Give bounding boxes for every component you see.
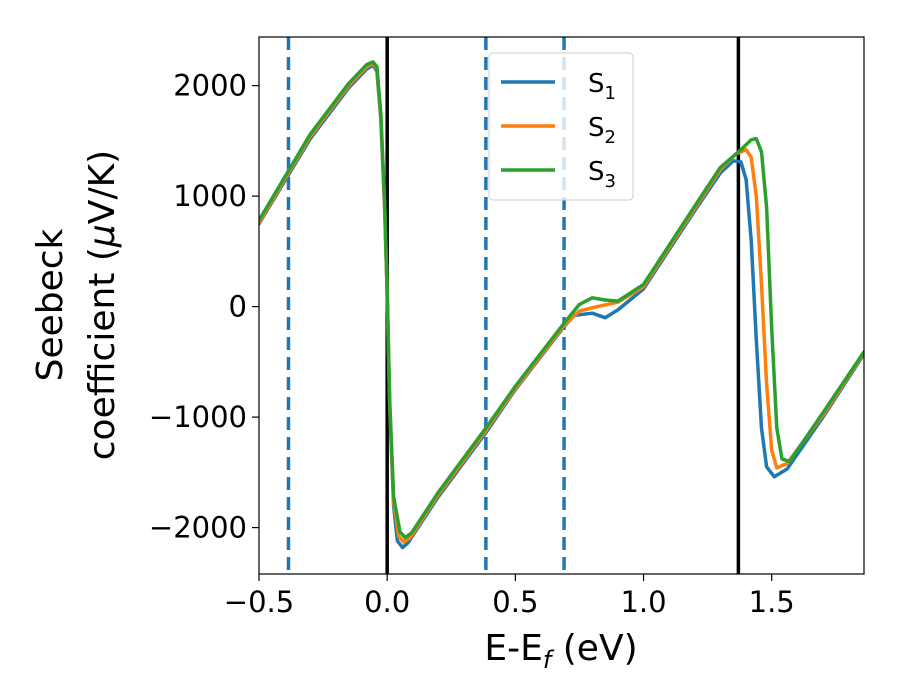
y-tick-label-0: 2000 [173, 69, 247, 103]
legend-label-1: S1 [588, 69, 616, 104]
x-axis-title: E-Ef (eV) [484, 628, 637, 674]
legend: S1 S2 S3 [488, 52, 634, 201]
legend-box [488, 52, 634, 201]
legend-label-3: S3 [588, 157, 616, 192]
series-line-3 [259, 60, 864, 540]
y-axis-title-line2: coefficient (μV/K) [82, 150, 123, 460]
x-tick-label-2: 0.5 [492, 585, 538, 619]
legend-label-2: S2 [588, 113, 616, 148]
y-tick-label-2: 0 [229, 290, 247, 324]
y-tick-label-4: −2000 [149, 511, 247, 545]
y-axis-ticks: 2000 1000 0 −1000 −2000 [149, 69, 259, 545]
x-tick-label-0: −0.5 [224, 585, 294, 619]
x-tick-label-1: 0.0 [364, 585, 410, 619]
y-axis-title: Seebeck coefficient (μV/K) [30, 150, 123, 460]
y-axis-title-line1: Seebeck [30, 228, 71, 381]
x-tick-label-3: 1.0 [620, 585, 666, 619]
x-tick-label-4: 1.5 [749, 585, 795, 619]
x-axis-ticks: −0.5 0.0 0.5 1.0 1.5 [224, 574, 795, 619]
y-tick-label-1: 1000 [173, 179, 247, 213]
data-series [259, 60, 864, 550]
plot-frame [258, 36, 865, 575]
y-tick-label-3: −1000 [149, 400, 247, 434]
